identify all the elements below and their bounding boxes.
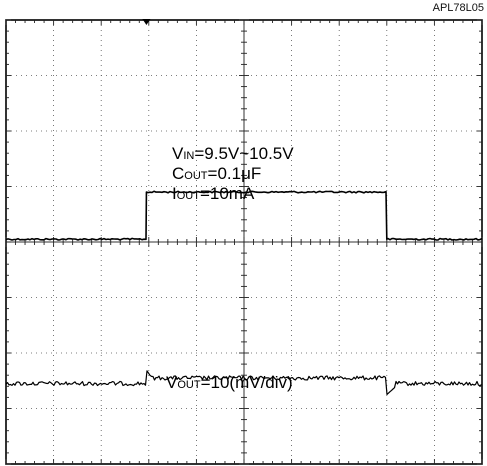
- cout-annotation: COUT=0.1μF: [172, 164, 262, 183]
- scope-grid: [5, 19, 483, 465]
- iout-annotation: IOUT=10mA: [172, 184, 255, 203]
- vin-trace: [5, 190, 483, 241]
- vout-annotation: VOUT=10(mV/div): [166, 373, 293, 392]
- scope-traces: [5, 190, 483, 395]
- trigger-marker-icon: [142, 19, 151, 25]
- vout-trace: [5, 370, 482, 395]
- part-id-label: APL78L05: [432, 2, 484, 14]
- vin-annotation: VIN=9.5V~10.5V: [172, 144, 294, 163]
